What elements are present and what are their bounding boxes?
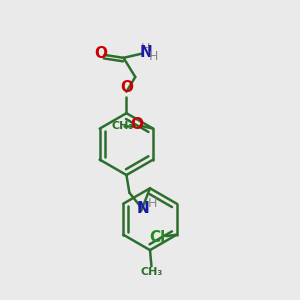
Text: CH₃: CH₃ [111, 121, 134, 131]
Text: CH₃: CH₃ [140, 267, 163, 277]
Text: Cl: Cl [149, 230, 166, 245]
Text: O: O [120, 80, 133, 95]
Text: O: O [94, 46, 107, 61]
Text: H: H [148, 197, 157, 210]
Text: N: N [136, 201, 149, 216]
Text: H: H [148, 50, 158, 63]
Text: N: N [139, 45, 152, 60]
Text: O: O [130, 117, 143, 132]
Text: H: H [141, 42, 150, 55]
